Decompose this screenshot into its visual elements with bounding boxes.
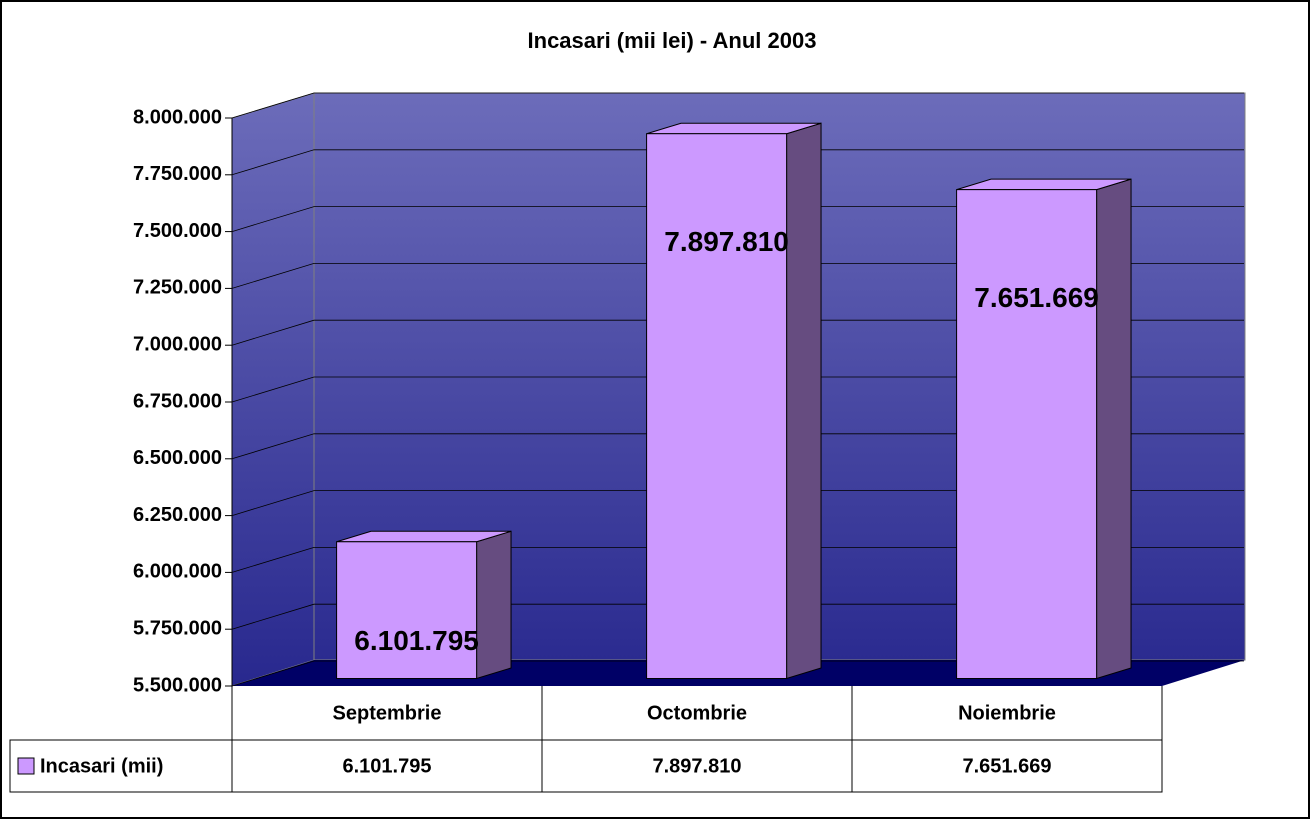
chart-title: Incasari (mii lei) - Anul 2003 bbox=[528, 28, 817, 53]
grid-line bbox=[231, 376, 1244, 403]
bar-side bbox=[1096, 178, 1132, 680]
y-tick-label: 7.000.000 bbox=[133, 333, 222, 355]
legend-label: Incasari (mii) bbox=[40, 755, 163, 777]
bars: 6.101.795 7.897.810 7.651.669 bbox=[336, 122, 1132, 680]
x-tick-label: Noiembrie bbox=[958, 702, 1056, 724]
data-label: 7.651.669 bbox=[974, 282, 1099, 313]
grid: 5.500.000 5.750.000 6.000.000 6.250.000 6.50… bbox=[133, 92, 1244, 696]
table-value: 6.101.795 bbox=[343, 755, 432, 777]
data-table: Incasari (mii) 6.101.795 7.897.810 7.651.66… bbox=[9, 686, 1163, 793]
grid-line bbox=[231, 319, 1244, 346]
grid-line bbox=[231, 433, 1244, 460]
bar bbox=[336, 541, 478, 679]
grid-line bbox=[231, 547, 1244, 573]
grid-line bbox=[231, 660, 1244, 687]
y-tick-label: 5.750.000 bbox=[133, 617, 222, 639]
grid-line bbox=[231, 92, 1244, 119]
data-label: 7.897.810 bbox=[664, 226, 789, 257]
bar-side bbox=[476, 530, 512, 680]
grid-line bbox=[231, 206, 1244, 232]
y-tick-label: 8.000.000 bbox=[133, 106, 222, 128]
table-value: 7.651.669 bbox=[963, 755, 1052, 777]
bar bbox=[956, 189, 1098, 679]
grid-line bbox=[231, 603, 1244, 630]
x-tick-label: Septembrie bbox=[333, 702, 442, 724]
grid-line bbox=[231, 490, 1244, 516]
y-tick-label: 6.250.000 bbox=[133, 504, 222, 526]
table-border bbox=[9, 686, 1163, 793]
y-tick-label: 5.500.000 bbox=[133, 674, 222, 696]
bar bbox=[646, 133, 788, 679]
y-tick-label: 7.500.000 bbox=[133, 220, 222, 242]
y-tick-label: 6.500.000 bbox=[133, 447, 222, 469]
table-value: 7.897.810 bbox=[653, 755, 742, 777]
grid-line bbox=[231, 149, 1244, 176]
y-tick-label: 6.000.000 bbox=[133, 561, 222, 583]
legend-key bbox=[17, 757, 35, 775]
y-tick-label: 7.750.000 bbox=[133, 163, 222, 185]
data-label: 6.101.795 bbox=[354, 625, 479, 656]
x-tick-label: Octombrie bbox=[647, 702, 747, 724]
grid-line bbox=[231, 262, 1244, 289]
y-tick-label: 7.250.000 bbox=[133, 277, 222, 299]
y-tick-label: 6.750.000 bbox=[133, 390, 222, 412]
bar-side bbox=[786, 122, 822, 680]
